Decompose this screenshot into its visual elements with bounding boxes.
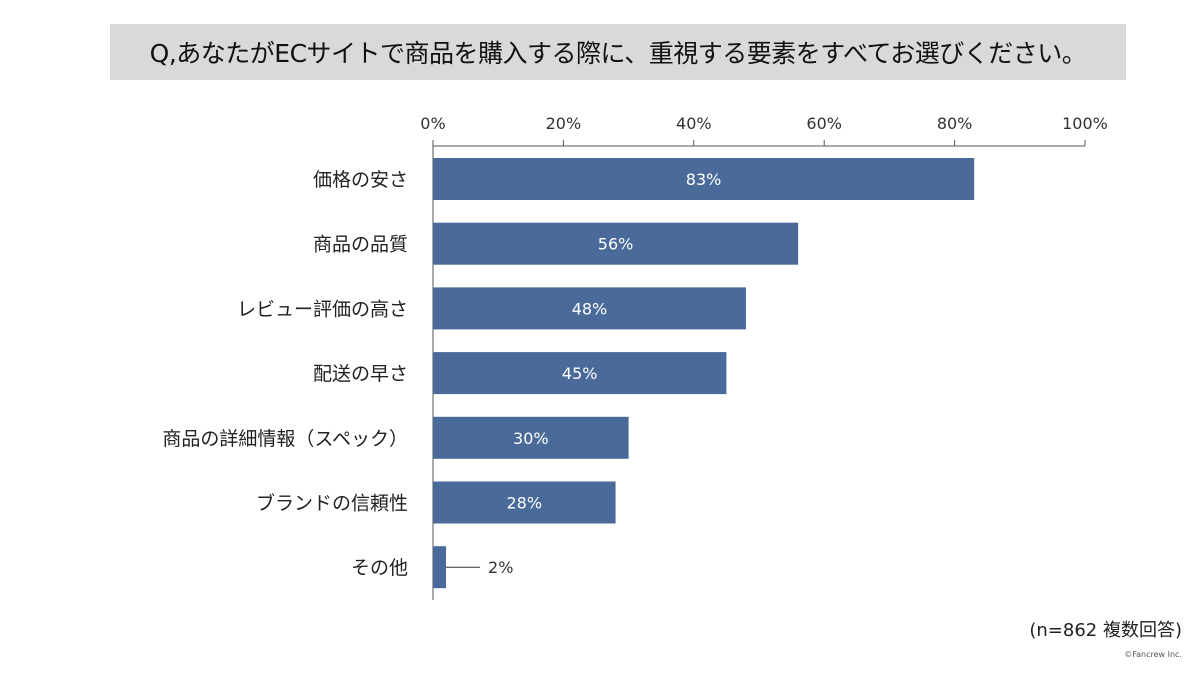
bar bbox=[433, 287, 746, 330]
data-label: 30% bbox=[513, 429, 549, 448]
category-label: 商品の詳細情報（スペック） bbox=[162, 428, 408, 450]
chart-title-bar: Q,あなたがECサイトで商品を購入する際に、重視する要素をすべてお選びください。 bbox=[110, 24, 1126, 80]
data-label: 2% bbox=[488, 558, 513, 577]
copyright-credit: ©Fancrew Inc. bbox=[1124, 650, 1182, 659]
bar bbox=[433, 546, 447, 589]
data-label: 48% bbox=[572, 299, 608, 318]
chart-title: Q,あなたがECサイトで商品を購入する際に、重視する要素をすべてお選びください。 bbox=[149, 39, 1087, 68]
x-tick-label: 40% bbox=[676, 114, 712, 133]
bar bbox=[433, 222, 799, 265]
data-label: 56% bbox=[598, 235, 634, 254]
category-label: 価格の安さ bbox=[313, 169, 408, 191]
bar bbox=[433, 352, 727, 395]
category-label: その他 bbox=[351, 557, 408, 579]
x-tick-label: 60% bbox=[806, 114, 842, 133]
category-label: 配送の早さ bbox=[313, 363, 408, 385]
x-tick-label: 100% bbox=[1062, 114, 1108, 133]
bar bbox=[433, 481, 616, 524]
data-label: 83% bbox=[686, 170, 722, 189]
bar bbox=[433, 158, 975, 200]
x-tick-label: 20% bbox=[546, 114, 582, 133]
category-label: ブランドの信頼性 bbox=[256, 492, 408, 515]
sample-note: (n=862 複数回答) bbox=[1029, 620, 1182, 641]
category-label: レビュー評価の高さ bbox=[237, 298, 408, 320]
data-label: 45% bbox=[562, 364, 598, 383]
bar bbox=[433, 416, 629, 459]
x-tick-label: 80% bbox=[937, 114, 973, 133]
x-tick-label: 0% bbox=[420, 114, 445, 133]
category-label: 商品の品質 bbox=[313, 234, 408, 256]
data-label: 28% bbox=[506, 494, 542, 513]
